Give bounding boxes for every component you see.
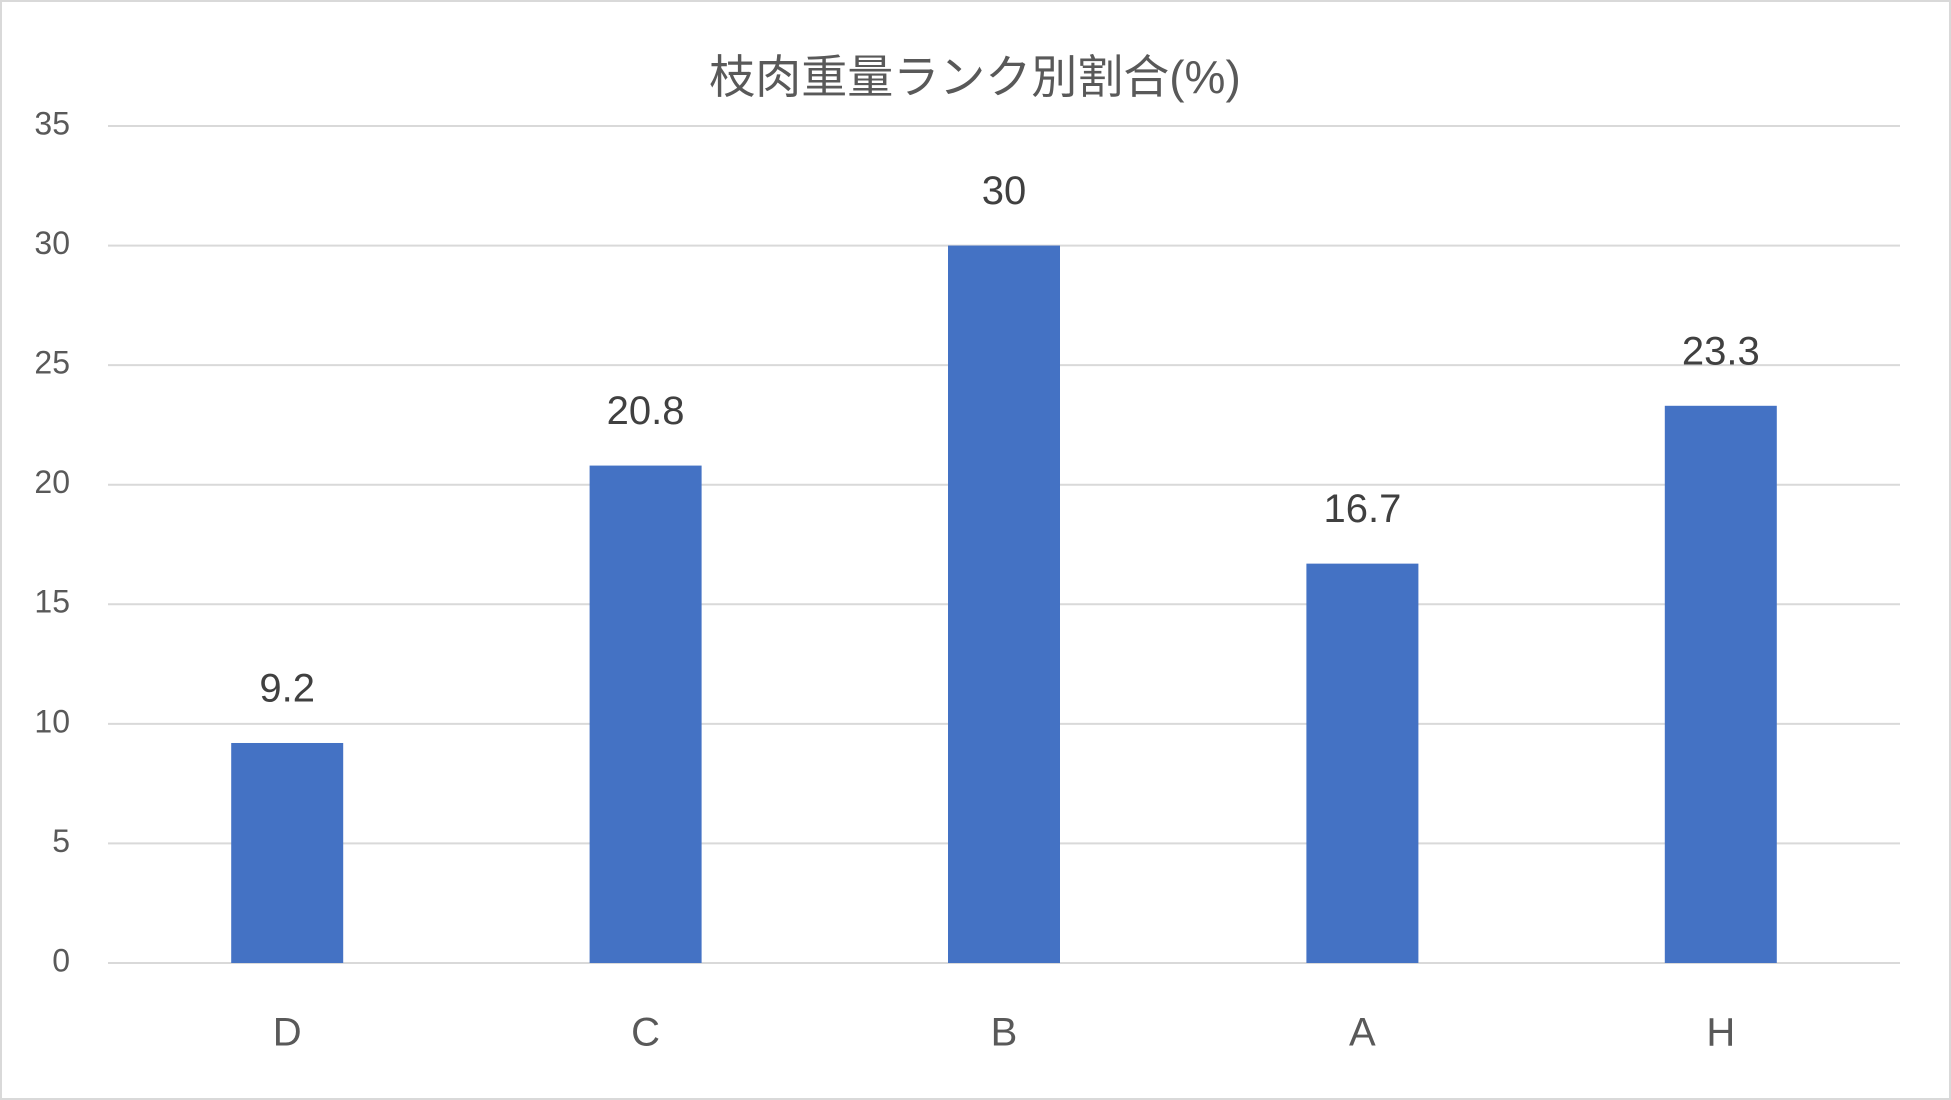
x-tick-label: C <box>631 1011 660 1055</box>
y-tick-label: 30 <box>34 225 70 261</box>
x-tick-label: H <box>1706 1011 1735 1055</box>
chart-title: 枝肉重量ランク別割合(%) <box>709 51 1241 103</box>
y-tick-label: 35 <box>34 105 70 141</box>
bar <box>231 742 344 963</box>
bar <box>1306 563 1419 963</box>
y-tick-label: 15 <box>34 584 70 620</box>
bar <box>589 465 702 963</box>
bar <box>948 245 1060 964</box>
data-label: 20.8 <box>607 389 685 433</box>
y-tick-label: 20 <box>34 464 70 500</box>
x-tick-label: B <box>991 1011 1018 1055</box>
y-tick-label: 0 <box>52 942 70 978</box>
x-tick-label: D <box>273 1011 302 1055</box>
y-tick-label: 5 <box>52 823 70 859</box>
y-tick-label: 25 <box>34 345 70 381</box>
data-label: 30 <box>982 169 1027 213</box>
y-tick-label: 10 <box>34 703 70 739</box>
x-tick-label: A <box>1349 1011 1376 1055</box>
data-label: 9.2 <box>259 667 315 711</box>
bar <box>1664 405 1777 964</box>
data-label: 16.7 <box>1323 487 1401 531</box>
data-label: 23.3 <box>1682 329 1760 373</box>
